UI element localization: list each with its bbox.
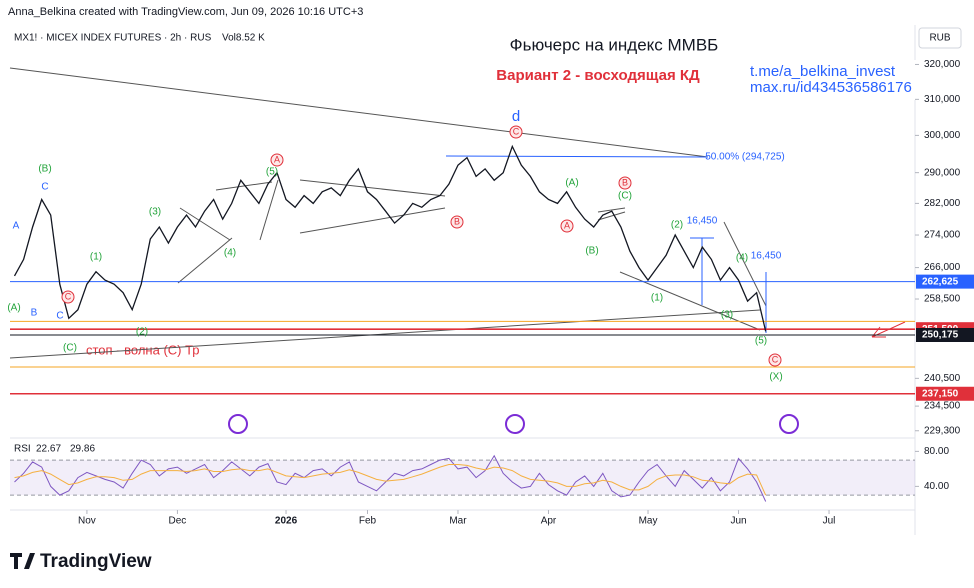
- footer-brand: TradingView: [40, 551, 152, 572]
- wave-label: (X): [769, 372, 782, 383]
- x-tick-label: Dec: [169, 516, 187, 527]
- wave-circle: [509, 125, 523, 139]
- rsi-title: RSI: [14, 444, 31, 455]
- wave-label: (3): [721, 310, 733, 321]
- wave-label: (1): [90, 252, 102, 263]
- x-tick-label: Jun: [730, 516, 746, 527]
- price-level-tag: [916, 274, 974, 289]
- wave-circle: [560, 219, 574, 233]
- wave-label: C: [65, 291, 72, 301]
- wave-label: d: [512, 108, 520, 125]
- event-icons[interactable]: [228, 414, 799, 434]
- credit: Anna_Belkina created with TradingView.co…: [8, 6, 363, 18]
- footer-logo: [10, 553, 35, 569]
- price-level-label: 262,625: [922, 276, 959, 287]
- volume: Vol8.52 K: [222, 33, 265, 44]
- x-tick-label: Jul: [823, 516, 836, 527]
- price-level-tag: [916, 386, 974, 401]
- wave-label: (5): [755, 336, 767, 347]
- x-tick-label: May: [639, 516, 658, 527]
- y-tick-label: 300,000: [924, 130, 961, 141]
- price-line: [13, 144, 767, 332]
- y-tick-label: 40.00: [924, 481, 949, 492]
- x-tick-label: Nov: [78, 516, 96, 527]
- wave-label: (4): [736, 253, 748, 264]
- y-tick-label: 240,500: [924, 373, 961, 384]
- x-tick-label: 2026: [275, 516, 298, 527]
- wave-label: (1): [651, 293, 663, 304]
- rsi-value: 22.67: [36, 444, 61, 455]
- wave-label: A: [564, 220, 570, 230]
- wave-label: A: [274, 154, 280, 164]
- wave-circle: [768, 353, 782, 367]
- axis-cover: [912, 60, 974, 100]
- currency[interactable]: RUB: [929, 33, 950, 44]
- x-tick-label: Mar: [449, 516, 467, 527]
- link[interactable]: max.ru/id434536586176: [750, 79, 912, 96]
- y-tick-label: 320,000: [924, 59, 961, 70]
- link[interactable]: t.me/a_belkina_invest: [750, 63, 896, 80]
- wave-label: C: [56, 311, 63, 322]
- wave-label: B: [454, 216, 460, 226]
- wave-label: (C): [63, 343, 77, 354]
- price-level-tag: [916, 327, 974, 342]
- wave-label: (2): [671, 220, 683, 231]
- wave-circle: [450, 215, 464, 229]
- y-tick-label: 310,000: [924, 94, 961, 105]
- wave-circle: [270, 153, 284, 167]
- x-tick-label: Feb: [359, 516, 377, 527]
- symbol: MX1! · MICEX INDEX FUTURES · 2h · RUS: [14, 33, 212, 44]
- wave-label: 16,450: [751, 251, 782, 262]
- y-tick-label: 234,500: [924, 401, 961, 412]
- wave-label: (5): [266, 167, 278, 178]
- rsi-line: [14, 464, 767, 496]
- wave-label: (2): [136, 327, 148, 338]
- wave-label: (B): [585, 246, 598, 257]
- wave-label: 16,450: [687, 216, 718, 227]
- wave-label: (A): [7, 303, 20, 314]
- rsi-line: [14, 454, 767, 502]
- wave-label: (C): [618, 191, 632, 202]
- wave-label: B: [31, 308, 38, 319]
- wave-label: C: [513, 126, 520, 136]
- subtitle: Вариант 2 - восходящая КД: [496, 67, 700, 84]
- y-tick-label: 274,000: [924, 230, 961, 241]
- rsi-value: 29.86: [70, 444, 95, 455]
- y-tick-label: 266,000: [924, 262, 961, 273]
- wave-label: C: [41, 182, 48, 193]
- wave-label: (B): [38, 164, 51, 175]
- title: Фьючерс на индекс ММВБ: [510, 35, 719, 54]
- currency-box[interactable]: [918, 27, 962, 49]
- price-level-label: 250,175: [922, 330, 959, 341]
- wave-label: (3): [149, 207, 161, 218]
- wave-label: (A): [565, 178, 578, 189]
- price-level-label: 237,150: [922, 388, 959, 399]
- y-tick-label: 258,500: [924, 294, 961, 305]
- y-tick-label: 290,000: [924, 167, 961, 178]
- wave-label: C: [772, 354, 779, 364]
- y-tick-label: 229,300: [924, 425, 961, 436]
- wave-label: (4): [224, 248, 236, 259]
- wave-label: A: [13, 221, 20, 232]
- wave-circle: [61, 290, 75, 304]
- rsi-band: [10, 460, 915, 496]
- x-tick-label: Apr: [541, 516, 557, 527]
- wave-circle: [618, 176, 632, 190]
- wave-label: 50.00% (294,725): [705, 152, 785, 163]
- y-tick-label: 282,000: [924, 198, 961, 209]
- y-tick-label: 80.00: [924, 446, 949, 457]
- wave-label: B: [622, 177, 628, 187]
